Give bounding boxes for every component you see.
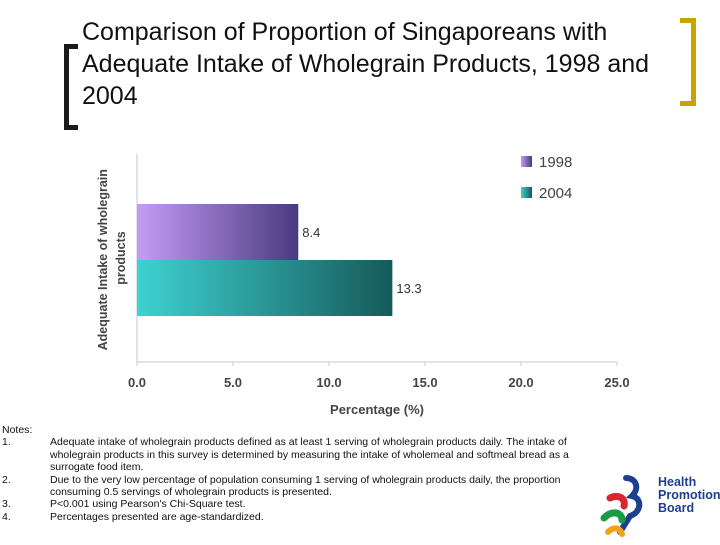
legend-label: 2004 <box>539 185 572 202</box>
note-item: 2. Due to the very low percentage of pop… <box>0 474 600 499</box>
legend-label: 1998 <box>539 154 572 171</box>
logo-text-line: Health <box>658 475 697 489</box>
note-text: Due to the very low percentage of popula… <box>50 473 561 499</box>
note-number: 1. <box>2 436 11 449</box>
note-number: 2. <box>2 473 11 486</box>
x-tick-label: 20.0 <box>508 375 533 390</box>
notes-heading: Notes: <box>2 424 33 436</box>
note-text: Percentages presented are age-standardiz… <box>50 510 264 523</box>
hpb-logo: Health Promotion Board <box>596 474 720 540</box>
x-tick-label: 15.0 <box>412 375 437 390</box>
logo-text-line: Board <box>658 501 695 515</box>
bar-1998 <box>137 204 299 260</box>
title-bracket-right <box>680 18 696 106</box>
note-text: Adequate intake of wholegrain products d… <box>50 436 569 474</box>
bar-chart: 0.0 5.0 10.0 15.0 20.0 25.0 8.413.3 19982004 … <box>96 154 630 417</box>
title-bracket-left <box>64 44 78 130</box>
x-axis-title: Percentage (%) <box>330 402 424 417</box>
x-tick-label: 0.0 <box>128 375 146 390</box>
bar-2004 <box>137 260 393 316</box>
note-item: 1. Adequate intake of wholegrain product… <box>0 436 600 473</box>
y-axis-title: Adequate Intake of wholegrain products <box>96 166 128 351</box>
note-text: P<0.001 using Pearson's Chi-Square test. <box>50 498 246 511</box>
hpb-logo-mark-icon <box>600 475 643 537</box>
note-number: 4. <box>2 510 11 523</box>
legend-swatch <box>521 156 532 167</box>
x-tick-label: 10.0 <box>316 375 341 390</box>
note-item: 3. P<0.001 using Pearson's Chi-Square te… <box>0 498 600 510</box>
slide-title: Comparison of Proportion of Singaporeans… <box>82 18 650 110</box>
notes-section: Notes: 1. Adequate intake of wholegrain … <box>0 424 600 523</box>
logo-text-line: Promotion <box>658 488 720 502</box>
note-number: 3. <box>2 498 11 511</box>
logo-text: Health Promotion Board <box>658 476 720 515</box>
x-tick-label: 5.0 <box>224 375 242 390</box>
legend-swatch <box>521 187 532 198</box>
bar-value-label: 13.3 <box>396 281 421 296</box>
x-tick-label: 25.0 <box>604 375 629 390</box>
bar-value-label: 8.4 <box>302 225 320 240</box>
note-item: 4. Percentages presented are age-standar… <box>0 511 600 523</box>
